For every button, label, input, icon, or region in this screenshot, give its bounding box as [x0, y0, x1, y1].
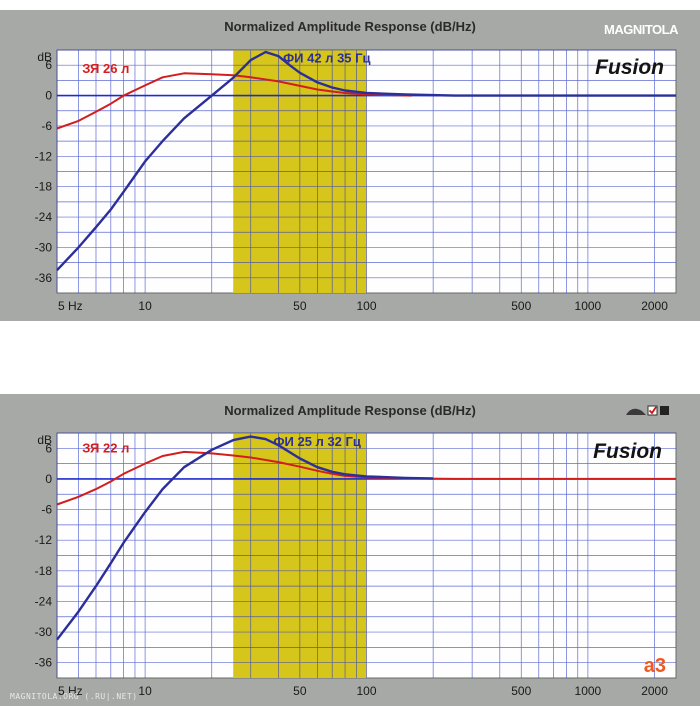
x-tick-label: 100: [356, 299, 376, 313]
y-tick-label: 0: [45, 89, 52, 103]
series-line-ported: [56, 50, 676, 272]
series-line-ported: [56, 435, 434, 641]
y-tick-label: -24: [35, 594, 53, 608]
y-axis: 6 0 -6 -12 -18 -24 -30 -36 dB: [35, 50, 53, 285]
y-tick-label: -6: [41, 503, 52, 517]
y-axis-label: dB: [37, 433, 52, 447]
chart-panel-bottom: Normalized Amplitude Response (dB/Hz) 6 0…: [0, 394, 700, 706]
y-tick-label: 6: [45, 441, 52, 455]
y-tick-label: -6: [41, 119, 52, 133]
y-tick-label: -12: [35, 149, 53, 163]
x-tick-label: 500: [511, 299, 531, 313]
magnitola-logo: MAGNITOLA: [604, 22, 678, 37]
y-tick-label: -24: [35, 210, 53, 224]
chart-1: 6 0 -6 -12 -18 -24 -30 -36 dB 5 Hz 10 50 100 500 1000 2…: [35, 49, 677, 313]
y-axis: 6 0 -6 -12 -18 -24 -30 -36 dB: [35, 433, 53, 670]
chart-plot-top: 6 0 -6 -12 -18 -24 -30 -36 dB 5 Hz 10 50 100 500 1000 2…: [35, 49, 677, 313]
y-tick-label: -18: [35, 564, 53, 578]
x-tick-label: 10: [138, 684, 152, 698]
x-tick-label: 50: [293, 684, 307, 698]
magnitola-logo-text: MAGNITOLA: [604, 22, 678, 37]
y-tick-label: -18: [35, 180, 53, 194]
chart-plot-bottom: 6 0 -6 -12 -18 -24 -30 -36 dB 5 Hz 10 50 100 500 1000 2…: [35, 432, 677, 698]
y-tick-label: -30: [35, 240, 53, 254]
chart-title: Normalized Amplitude Response (dB/Hz): [224, 19, 476, 34]
x-tick-label: 1000: [575, 684, 602, 698]
y-tick-label: -36: [35, 656, 53, 670]
x-tick-label: 5 Hz: [58, 684, 83, 698]
series-label-ported: ФИ 42 л 35 Гц: [283, 51, 370, 66]
x-tick-label: 500: [511, 684, 531, 698]
window-check-icon: [626, 405, 669, 416]
y-tick-label: -36: [35, 271, 53, 285]
series-label-sealed: ЗЯ 22 л: [82, 440, 129, 455]
series-line-sealed: [56, 72, 412, 130]
a3-logo: a3: [644, 655, 666, 677]
series-label-sealed: ЗЯ 26 л: [82, 61, 129, 76]
chart-title: Normalized Amplitude Response (dB/Hz): [224, 403, 476, 418]
x-tick-label: 2000: [641, 299, 668, 313]
brand-label: Fusion: [593, 440, 662, 463]
y-tick-label: -12: [35, 533, 53, 547]
x-tick-label: 1000: [575, 299, 602, 313]
x-tick-label: 50: [293, 299, 307, 313]
x-tick-label: 100: [356, 684, 376, 698]
brand-label: Fusion: [595, 56, 664, 79]
x-tick-label: 5 Hz: [58, 299, 83, 313]
grid: [56, 49, 676, 293]
x-tick-label: 10: [138, 299, 152, 313]
y-tick-label: 0: [45, 472, 52, 486]
y-tick-label: 6: [45, 58, 52, 72]
x-tick-label: 2000: [641, 684, 668, 698]
series-label-ported: ФИ 25 л 32 Гц: [273, 434, 360, 449]
x-axis: 5 Hz 10 50 100 500 1000 2000: [58, 299, 668, 313]
y-axis-label: dB: [37, 50, 52, 64]
chart-panel-top: Normalized Amplitude Response (dB/Hz) 6 0…: [0, 10, 700, 321]
chart-2: 6 0 -6 -12 -18 -24 -30 -36 dB 5 Hz 10 50 100 500 1000 2…: [35, 432, 677, 698]
watermark-footer: MAGNITOLA.ORG (.RU|.NET): [10, 692, 138, 701]
x-axis: 5 Hz 10 50 100 500 1000 2000: [58, 684, 668, 698]
y-tick-label: -30: [35, 625, 53, 639]
